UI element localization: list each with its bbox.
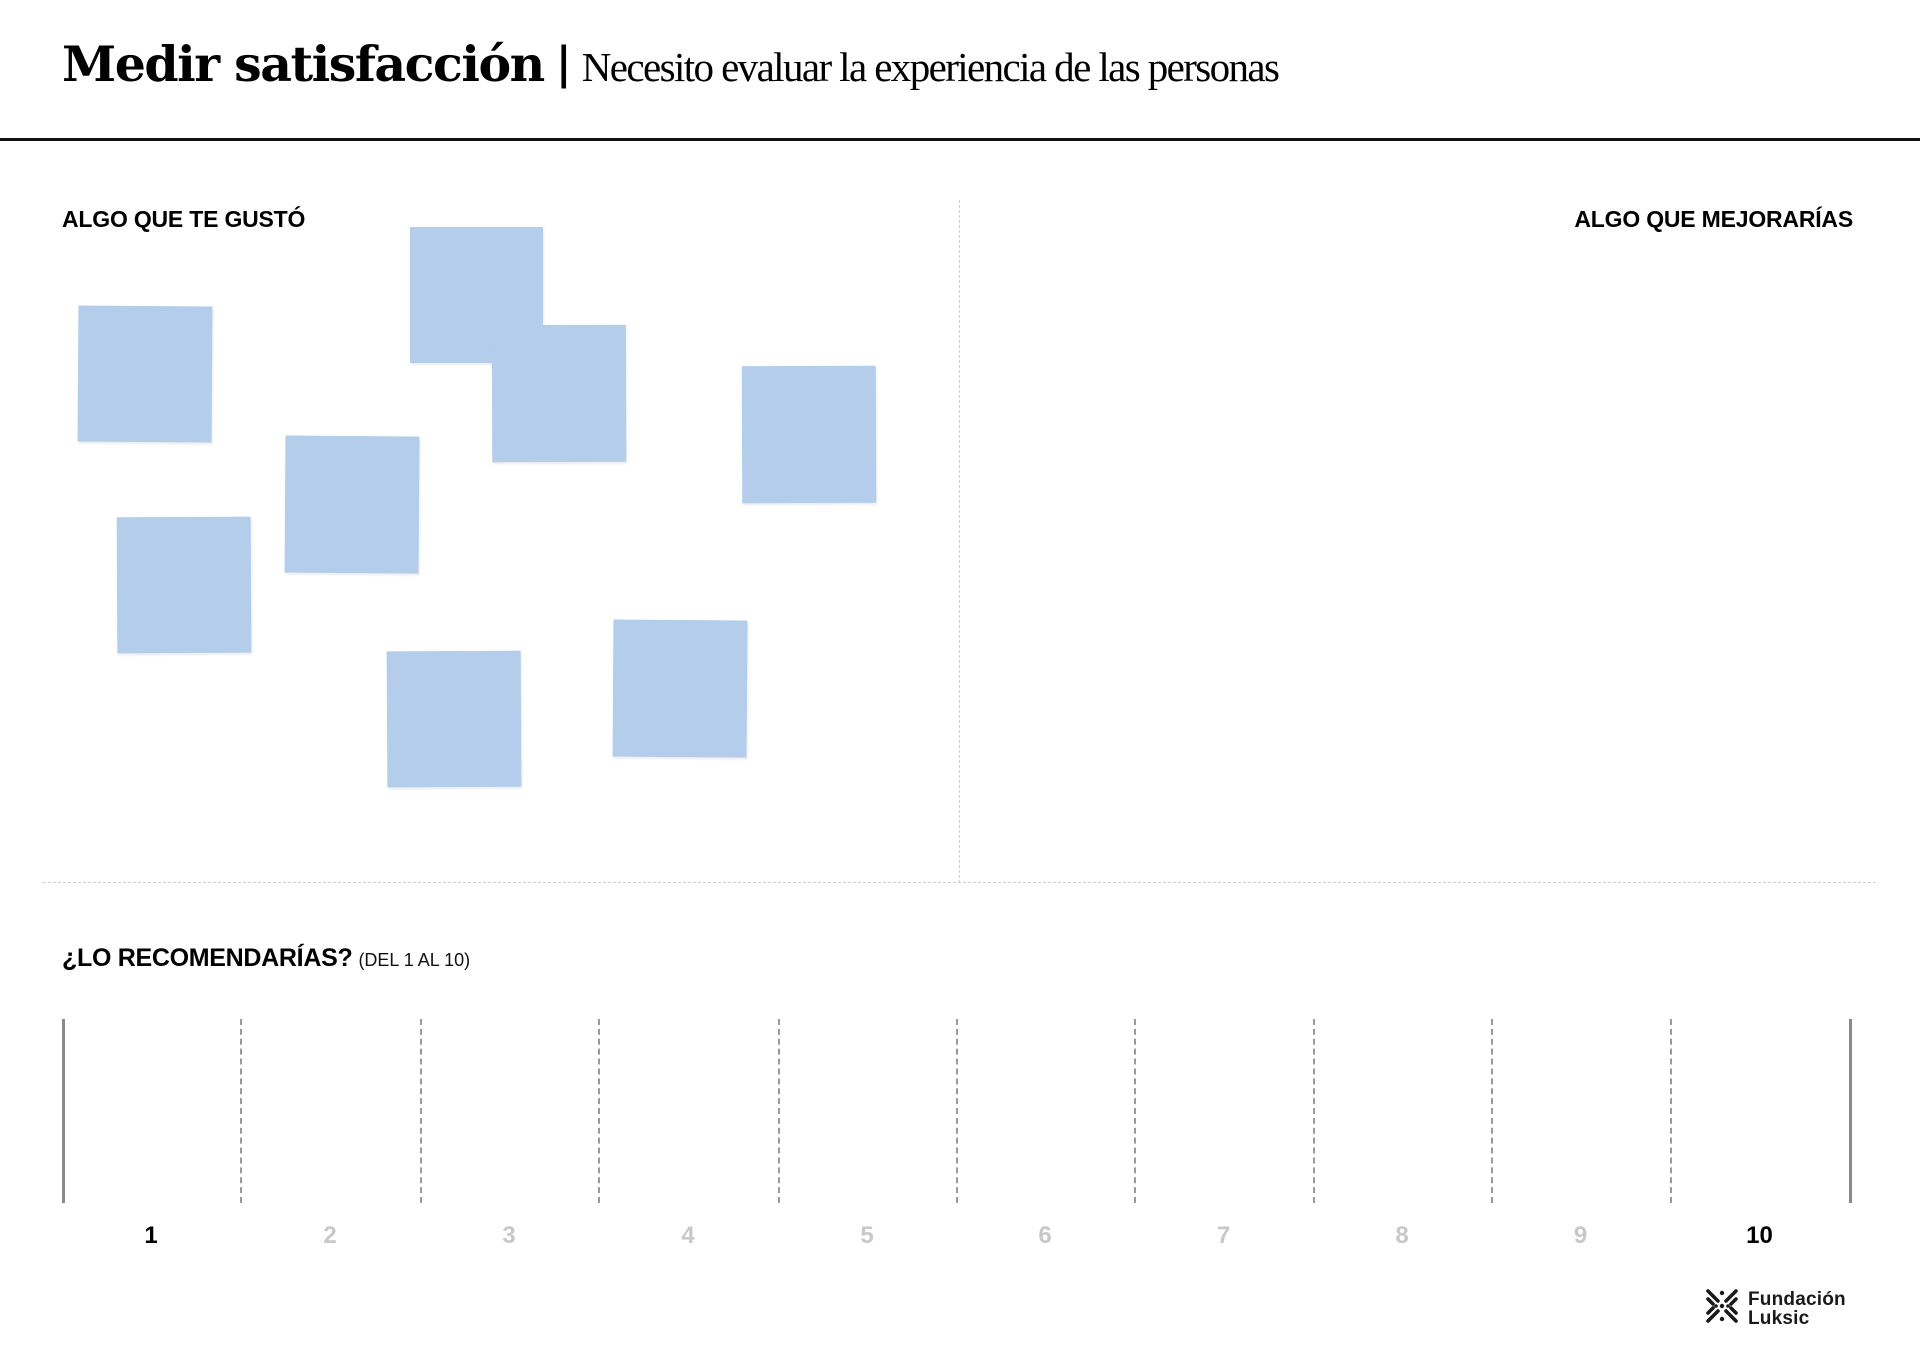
recommend-subheading: (DEL 1 AL 10) [358,950,471,970]
liked-heading: ALGO QUE TE GUSTÓ [62,206,306,232]
scale-cell-10[interactable] [1674,1019,1847,1203]
scale-cell-9[interactable] [1495,1019,1668,1203]
scale-cell-8[interactable] [1317,1019,1489,1203]
scale-divider [420,1019,422,1203]
sticky-note[interactable] [741,365,877,504]
scale-divider [62,1019,65,1203]
header-rule [0,138,1920,141]
scale-label-7: 7 [1216,1222,1231,1249]
scale-label-1: 1 [144,1222,158,1249]
horizontal-divider [43,882,1876,883]
scale-cell-6[interactable] [960,1019,1132,1203]
scale-label-5: 5 [860,1222,874,1249]
title-separator: | [555,38,572,89]
scale-divider [1134,1019,1136,1203]
scale-divider [1849,1019,1852,1203]
scale-divider [1313,1019,1315,1203]
vertical-divider [959,200,960,883]
scale-cell-7[interactable] [1138,1019,1311,1203]
logo-line-1: Fundación [1748,1288,1846,1310]
sticky-note[interactable] [77,305,213,443]
sticky-note[interactable] [612,619,748,758]
scale-label-9: 9 [1573,1222,1588,1249]
scale-divider [778,1019,780,1203]
sticky-note[interactable] [116,516,252,654]
page-title: Medir satisfacción | Necesito evaluar la e… [62,38,1280,90]
sticky-note[interactable] [386,650,522,788]
title-subtitle: Necesito evaluar la experiencia de las p… [581,44,1280,90]
scale-label-3: 3 [502,1222,516,1249]
scale-label-8: 8 [1395,1222,1409,1249]
recommend-heading-row: ¿LO RECOMENDARÍAS? (DEL 1 AL 10) [62,946,470,971]
logo-text: Fundación Luksic [1748,1290,1846,1328]
scale-divider [1491,1019,1493,1203]
sticky-note[interactable] [284,435,420,574]
scale-label-10: 10 [1746,1222,1773,1249]
logo-line-2: Luksic [1748,1307,1810,1329]
title-main: Medir satisfacción [62,35,545,93]
scale-cell-4[interactable] [602,1019,776,1203]
scale-label-4: 4 [681,1222,695,1249]
scale-divider [1670,1019,1672,1203]
scale-divider [240,1019,242,1203]
improve-notes-area[interactable] [962,240,1876,880]
scale-cell-3[interactable] [424,1019,596,1203]
luksic-logo-icon [1705,1288,1739,1329]
improve-heading: ALGO QUE MEJORARÍAS [1574,206,1853,232]
sticky-note[interactable] [491,324,627,463]
scale-label-2: 2 [323,1222,337,1249]
recommend-heading: ¿LO RECOMENDARÍAS? [62,944,353,972]
fundacion-luksic-logo: Fundación Luksic [1705,1288,1846,1329]
scale-divider [956,1019,958,1203]
scale-cell-1[interactable] [66,1019,238,1203]
scale-divider [598,1019,600,1203]
scale-cell-5[interactable] [782,1019,954,1203]
scale-label-6: 6 [1038,1222,1052,1249]
scale-cell-2[interactable] [244,1019,418,1203]
